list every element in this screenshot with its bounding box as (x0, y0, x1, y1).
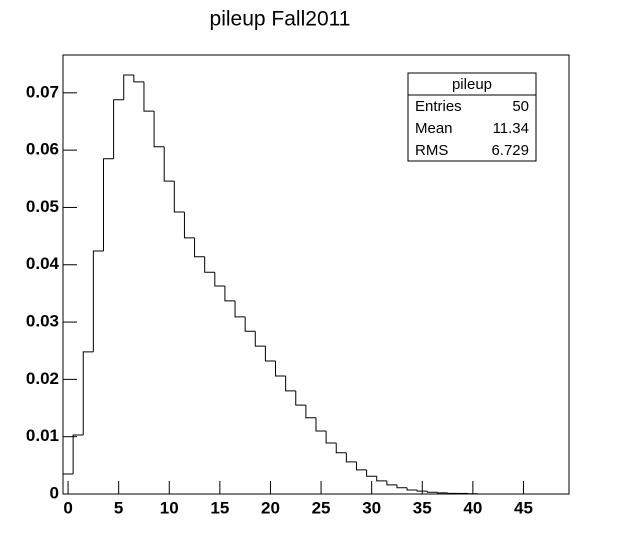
x-tick-label: 10 (160, 498, 179, 517)
bar (295, 390, 306, 406)
bar (153, 111, 165, 148)
bar (92, 250, 104, 352)
y-tick-label: 0.04 (26, 254, 60, 273)
bar (285, 375, 296, 392)
bar (143, 81, 155, 112)
bar (275, 361, 286, 377)
bar (72, 434, 84, 474)
bar (163, 146, 175, 182)
x-tick-label: 30 (362, 498, 381, 517)
bar (436, 492, 448, 494)
stats-value: 50 (512, 98, 529, 115)
bar (62, 473, 74, 494)
bar (133, 75, 144, 83)
bar (305, 405, 316, 419)
y-tick-label: 0.05 (26, 197, 59, 216)
bar (376, 476, 387, 482)
y-tick-label: 0.01 (26, 426, 59, 445)
y-tick-label: 0.07 (26, 82, 59, 101)
bar (315, 417, 327, 432)
y-tick-label: 0.02 (26, 369, 59, 388)
x-tick-label: 45 (514, 498, 533, 517)
y-tick-label: 0.03 (26, 312, 59, 331)
bar (102, 158, 114, 252)
frame (62, 54, 570, 495)
bar (396, 484, 408, 489)
bar (82, 351, 94, 435)
bar (335, 442, 347, 454)
y-tick-label: 0.06 (26, 140, 59, 159)
bar (214, 272, 225, 287)
stats-value: 11.34 (493, 120, 529, 137)
bar (345, 452, 357, 463)
bar (366, 469, 377, 477)
bar (194, 237, 205, 258)
bar (264, 346, 276, 362)
bar (426, 491, 438, 493)
bar (113, 99, 124, 159)
x-tick-label: 40 (463, 498, 482, 517)
chart-title: pileup Fall2011 (210, 8, 351, 31)
y-tick-label: 0 (50, 483, 59, 502)
x-tick-label: 25 (312, 498, 331, 517)
bar (183, 212, 195, 239)
bar (406, 487, 418, 491)
x-tick-label: 15 (210, 498, 229, 517)
bar (224, 285, 236, 302)
x-tick-label: 0 (63, 498, 72, 517)
stats-box (407, 72, 537, 162)
bar (244, 316, 256, 332)
bar (204, 256, 215, 273)
bar (355, 461, 367, 471)
bar (325, 430, 337, 444)
stats-label: RMS (415, 142, 448, 159)
bar (234, 300, 246, 318)
x-tick-label: 35 (413, 498, 432, 517)
x-tick-label: 5 (114, 498, 123, 517)
stats-value: 6.729 (491, 142, 529, 159)
bar (173, 181, 185, 213)
bar (254, 331, 266, 347)
bar (416, 489, 428, 492)
stats-label: Mean (415, 120, 453, 137)
x-tick-label: 20 (261, 498, 280, 517)
stats-title: pileup (452, 76, 492, 93)
bar (447, 492, 458, 494)
bar (123, 74, 134, 100)
stats-label: Entries (415, 98, 462, 115)
bar (386, 480, 397, 486)
